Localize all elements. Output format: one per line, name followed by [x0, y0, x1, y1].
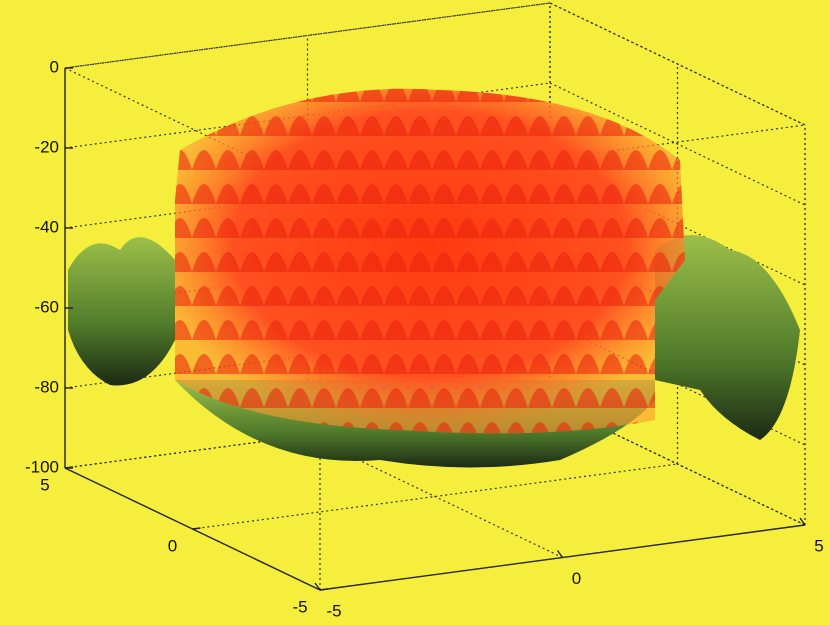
- y-tick: [65, 467, 73, 468]
- z-tick-label: -40: [34, 217, 59, 236]
- y-tick: [320, 589, 328, 590]
- z-tick-label: 0: [50, 57, 59, 76]
- y-tick: [193, 528, 201, 529]
- y-tick-label: -5: [292, 597, 307, 616]
- x-tick-label: 5: [814, 536, 823, 555]
- surface-texture: [175, 89, 685, 434]
- z-tick-label: -80: [34, 377, 59, 396]
- z-tick-label: -60: [34, 297, 59, 316]
- z-tick-label: -100: [25, 457, 59, 476]
- x-tick-label: 0: [572, 569, 581, 588]
- y-tick-label: 0: [168, 536, 177, 555]
- chart: -100 -80 -60 -40 -20 0 -5 0 5 -5 0 5: [0, 0, 830, 620]
- x-tick-label: -5: [326, 601, 341, 620]
- z-tick-label: -20: [34, 137, 59, 156]
- y-tick-label: 5: [40, 475, 49, 494]
